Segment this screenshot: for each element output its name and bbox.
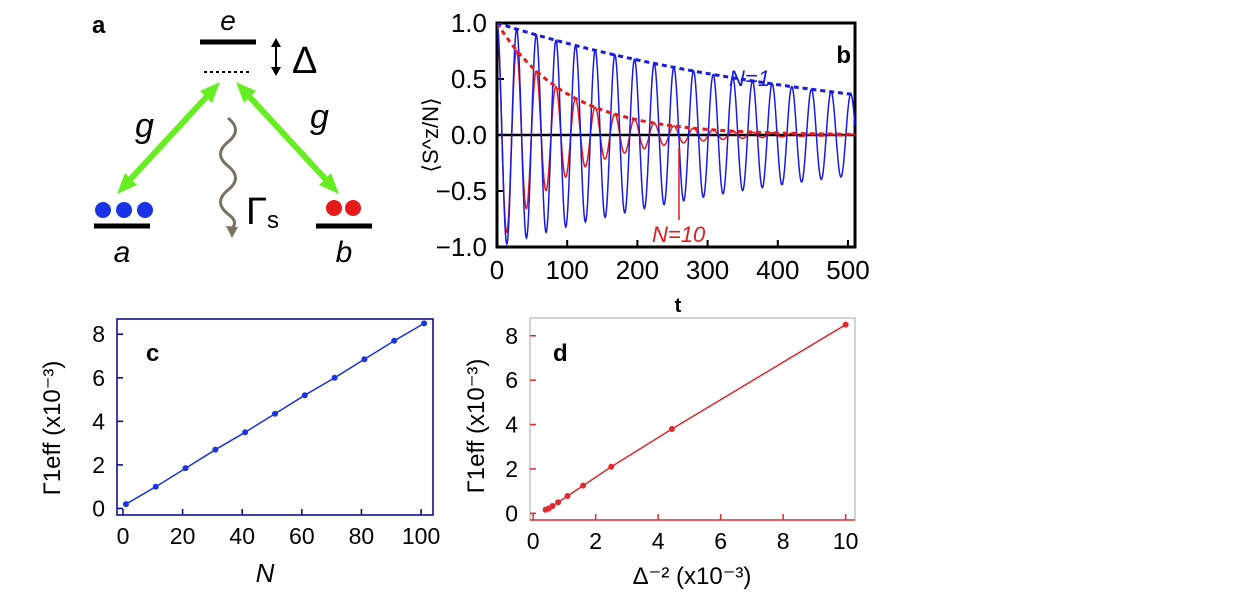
plot-c-point [152, 483, 159, 490]
atoms-a [95, 202, 153, 218]
plot-b-ytick-label: 1.0 [451, 8, 487, 38]
plot-c-point [331, 374, 338, 381]
plot-b-ytick-label: 0.0 [451, 120, 487, 150]
plot-d-fit-line [545, 324, 846, 511]
plot-b-xlabel: t [675, 295, 682, 317]
plot-d-xlabel: Δ⁻² (x10⁻³) [633, 563, 752, 590]
coupling-arrow-right [236, 82, 339, 194]
panel-label-c: c [146, 340, 159, 367]
plot-d-point [549, 503, 556, 510]
series-n-1 [497, 23, 855, 246]
plot-d-ytick-label: 2 [505, 456, 518, 482]
plot-d-point [608, 463, 615, 470]
plot-d-xtick-label: 8 [777, 528, 790, 554]
decay-rate-label: Γs [246, 191, 279, 234]
panel-d: 0 2 4 6 8 10 0 2 4 6 8 d Δ⁻² (x10⁻³) Γ1eff (x10⁻³) [463, 317, 858, 590]
level-b-label: b [336, 236, 353, 269]
plot-c-frame [116, 318, 434, 516]
annotation-n10: N=10 [652, 222, 706, 247]
plot-c-marks [122, 320, 428, 508]
plot-d-point [668, 425, 675, 432]
coupling-arrow-left [117, 82, 220, 194]
plot-d-ytick-label: 0 [505, 500, 518, 526]
plot-b-xtick-label: 300 [686, 255, 729, 285]
plot-d-xtick-label: 2 [589, 528, 602, 554]
plot-d-xtick-label: 0 [527, 528, 540, 554]
plot-c-point [122, 501, 129, 508]
plot-c-point [182, 465, 189, 472]
coupling-label-left: g [135, 107, 154, 145]
coupling-label-right: g [310, 98, 329, 136]
series-n-1-envelope [497, 23, 855, 97]
plot-c-point [391, 337, 398, 344]
plot-d-ytick-label: 4 [505, 412, 518, 438]
plot-c-ytick-label: 6 [92, 365, 105, 391]
plot-b-ytick-label: −1.0 [436, 232, 487, 262]
panel-label-b: b [836, 42, 851, 69]
plot-b-ytick-label: 0.5 [451, 64, 487, 94]
plot-b-ylabel: ⟨S^z/N⟩ [418, 97, 443, 172]
plot-c-point [272, 410, 278, 417]
plot-b-xtick-label: 200 [616, 255, 659, 285]
plot-d-ticks: 0 2 4 6 8 10 0 2 4 6 8 [505, 323, 858, 554]
plot-d-point [555, 499, 562, 506]
plot-c-xtick-label: 40 [229, 523, 255, 549]
plot-b-curves [497, 23, 855, 246]
plot-d-ytick-label: 6 [505, 367, 518, 393]
plot-c-ylabel: Γ1eff (x10⁻³) [39, 361, 66, 496]
series-n-10-envelope [497, 23, 855, 136]
atoms-b [326, 200, 361, 216]
level-a-label: a [114, 236, 131, 269]
plot-c-xtick-label: 20 [170, 523, 196, 549]
detuning-arrow [271, 38, 281, 76]
plot-b-xtick-label: 500 [826, 255, 869, 285]
plot-b-xtick-label: 400 [756, 255, 799, 285]
plot-d-point [842, 321, 849, 328]
plot-c-xtick-label: 80 [349, 523, 375, 549]
plot-d-point [580, 482, 587, 489]
plot-c-point [242, 429, 249, 436]
plot-d-xtick-label: 10 [833, 528, 859, 554]
plot-c-point [361, 356, 368, 363]
panel-label-a: a [92, 12, 106, 39]
plot-c-point [212, 446, 219, 453]
plot-c-ytick-label: 4 [92, 408, 105, 434]
plot-d-xtick-label: 4 [652, 528, 665, 554]
plot-d-ylabel: Γ1eff (x10⁻³) [463, 359, 490, 494]
plot-c-point [301, 392, 308, 399]
plot-b-ticks: 0 100 200 300 400 500 1.0 0.5 0.0 −0.5 −1.0 [436, 8, 870, 285]
plot-c-xtick-label: 0 [117, 523, 130, 549]
panel-c: 0 20 40 60 80 100 0 2 4 6 8 c N Γ1eff (x10⁻³) [39, 318, 440, 588]
plot-d-marks [542, 321, 849, 513]
annotation-n1: N=1 [729, 66, 770, 91]
detuning-label: Δ [292, 40, 317, 82]
plot-c-ticks: 0 20 40 60 80 100 0 2 4 6 8 [92, 321, 440, 549]
plot-c-ytick-label: 0 [92, 495, 105, 521]
plot-b-xtick-label: 100 [546, 255, 589, 285]
plot-c-xtick-label: 100 [402, 523, 440, 549]
plot-c-ytick-label: 8 [92, 321, 105, 347]
plot-d-ytick-label: 8 [505, 323, 518, 349]
panel-a: a e Δ g g Γs [92, 5, 372, 269]
plot-c-xlabel: N [256, 558, 275, 588]
panel-label-d: d [553, 340, 568, 367]
plot-b-xtick-label: 0 [490, 255, 504, 285]
plot-d-xtick-label: 6 [714, 528, 727, 554]
plot-b-ytick-label: −0.5 [436, 176, 487, 206]
plot-c-ytick-label: 2 [92, 452, 105, 478]
level-e-label: e [220, 5, 236, 36]
plot-d-point [564, 493, 571, 500]
decay-wave-arrow [219, 116, 238, 238]
plot-c-xtick-label: 60 [289, 523, 315, 549]
plot-c-point [421, 320, 428, 327]
